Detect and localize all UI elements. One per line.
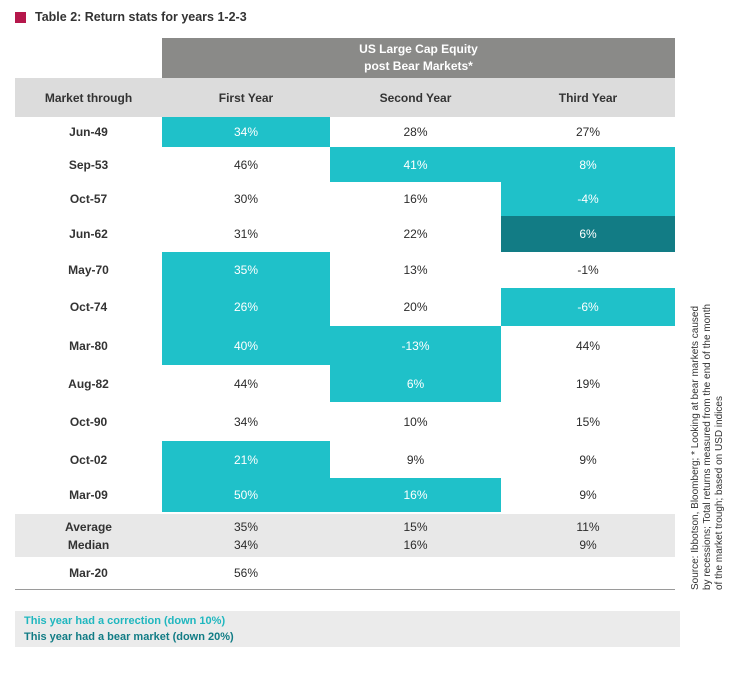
cell-third-year xyxy=(501,557,675,589)
cell-first-year: 21% xyxy=(162,441,330,478)
legend: This year had a correction (down 10%) Th… xyxy=(15,611,680,647)
table-row: Oct-90 34% 10% 15% xyxy=(15,402,675,441)
column-header-second-year: Second Year xyxy=(379,90,452,105)
cell-second-year: 13% xyxy=(403,263,428,277)
median-label: Median xyxy=(67,537,110,552)
table-row: Oct-02 21% 9% 9% xyxy=(15,441,675,478)
average-value: 35% xyxy=(233,519,259,534)
column-header-first-year: First Year xyxy=(218,90,274,105)
cell-third-year: -1% xyxy=(577,263,599,277)
cell-first-year: 50% xyxy=(162,478,330,512)
stats-labels: Average Median xyxy=(15,514,162,557)
cell-third-year: 15% xyxy=(575,414,601,429)
group-header-line1: US Large Cap Equity xyxy=(359,42,478,56)
median-value: 9% xyxy=(579,537,597,552)
title-text: Table 2: Return stats for years 1-2-3 xyxy=(35,10,247,24)
cell-first-year: 34% xyxy=(162,117,330,147)
cell-third-year: 44% xyxy=(575,338,601,353)
column-header-third-year: Third Year xyxy=(558,90,618,105)
stats-second-year: 15% 16% xyxy=(330,514,501,557)
source-note: Source: Ibbotson, Bloomberg; * Looking a… xyxy=(690,303,725,590)
average-value: 11% xyxy=(576,519,600,534)
title-marker xyxy=(15,11,26,23)
cell-first-year: 34% xyxy=(233,414,259,429)
cell-first-year: 26% xyxy=(162,288,330,326)
cell-second-year: 22% xyxy=(403,227,428,241)
cell-first-year: 56% xyxy=(233,566,259,580)
column-header-market-through: Market through xyxy=(44,90,133,105)
table-row: Oct-57 30% 16% -4% xyxy=(15,182,675,216)
latest-row: Mar-20 56% xyxy=(15,557,675,590)
group-header-line2: post Bear Markets* xyxy=(364,59,473,73)
table-row: Aug-82 44% 6% 19% xyxy=(15,365,675,402)
row-label: Jun-49 xyxy=(69,125,108,139)
table-row: Jun-49 34% 28% 27% xyxy=(15,117,675,147)
row-label: Oct-57 xyxy=(69,192,108,206)
cell-second-year: 20% xyxy=(403,300,428,314)
row-label: Mar-20 xyxy=(69,566,108,580)
row-label: Jun-62 xyxy=(69,227,108,241)
table-row: Sep-53 46% 41% 8% xyxy=(15,147,675,182)
cell-second-year: 9% xyxy=(406,452,425,467)
cell-first-year: 30% xyxy=(233,192,259,206)
cell-third-year: 6% xyxy=(501,216,675,252)
cell-second-year: 16% xyxy=(330,478,501,512)
table-row: Oct-74 26% 20% -6% xyxy=(15,288,675,326)
cell-first-year: 40% xyxy=(162,326,330,365)
cell-first-year: 44% xyxy=(233,376,259,391)
cell-third-year: -4% xyxy=(501,182,675,216)
legend-bear-market: This year had a bear market (down 20%) xyxy=(24,631,234,643)
cell-second-year: 41% xyxy=(330,147,501,182)
row-label: Aug-82 xyxy=(68,376,109,391)
cell-second-year xyxy=(330,557,501,589)
table-row: Mar-09 50% 16% 9% xyxy=(15,478,675,512)
table-row: Jun-62 31% 22% 6% xyxy=(15,216,675,252)
cell-third-year: 9% xyxy=(579,488,597,502)
cell-third-year: -6% xyxy=(501,288,675,326)
row-label: Oct-90 xyxy=(69,414,108,429)
table-body: Jun-49 34% 28% 27% Sep-53 46% 41% 8% Oct-57 30% 16… xyxy=(15,117,675,512)
cell-third-year: 8% xyxy=(501,147,675,182)
cell-first-year: 31% xyxy=(233,227,259,241)
cell-third-year: 9% xyxy=(579,452,597,467)
row-label: Mar-80 xyxy=(69,338,108,353)
average-label: Average xyxy=(65,519,112,534)
stats-third-year: 11% 9% xyxy=(501,514,675,557)
cell-third-year: 27% xyxy=(575,125,601,139)
row-label: May-70 xyxy=(68,263,109,277)
column-header-row: Market through First Year Second Year Th… xyxy=(15,78,675,117)
stats-row: Average Median 35% 34% 15% 16% 11% 9% xyxy=(15,514,675,557)
table-title: Table 2: Return stats for years 1-2-3 xyxy=(15,9,247,25)
cell-first-year: 46% xyxy=(233,157,259,172)
table-row: Mar-80 40% -13% 44% xyxy=(15,326,675,365)
cell-second-year: 6% xyxy=(330,365,501,402)
cell-second-year: 10% xyxy=(403,414,428,429)
row-label: Sep-53 xyxy=(68,157,109,172)
legend-correction: This year had a correction (down 10%) xyxy=(24,615,226,627)
median-value: 34% xyxy=(233,537,259,552)
cell-third-year: 19% xyxy=(575,376,601,391)
median-value: 16% xyxy=(403,537,428,552)
group-header: US Large Cap Equity post Bear Markets* xyxy=(162,38,675,78)
row-label: Oct-02 xyxy=(69,452,108,467)
cell-second-year: 28% xyxy=(403,125,428,139)
row-label: Oct-74 xyxy=(69,300,108,314)
cell-second-year: 16% xyxy=(403,192,428,206)
row-label: Mar-09 xyxy=(69,488,108,502)
cell-first-year: 35% xyxy=(162,252,330,288)
cell-second-year: -13% xyxy=(330,326,501,365)
table-row: May-70 35% 13% -1% xyxy=(15,252,675,288)
average-value: 15% xyxy=(403,519,428,534)
stats-first-year: 35% 34% xyxy=(162,514,330,557)
